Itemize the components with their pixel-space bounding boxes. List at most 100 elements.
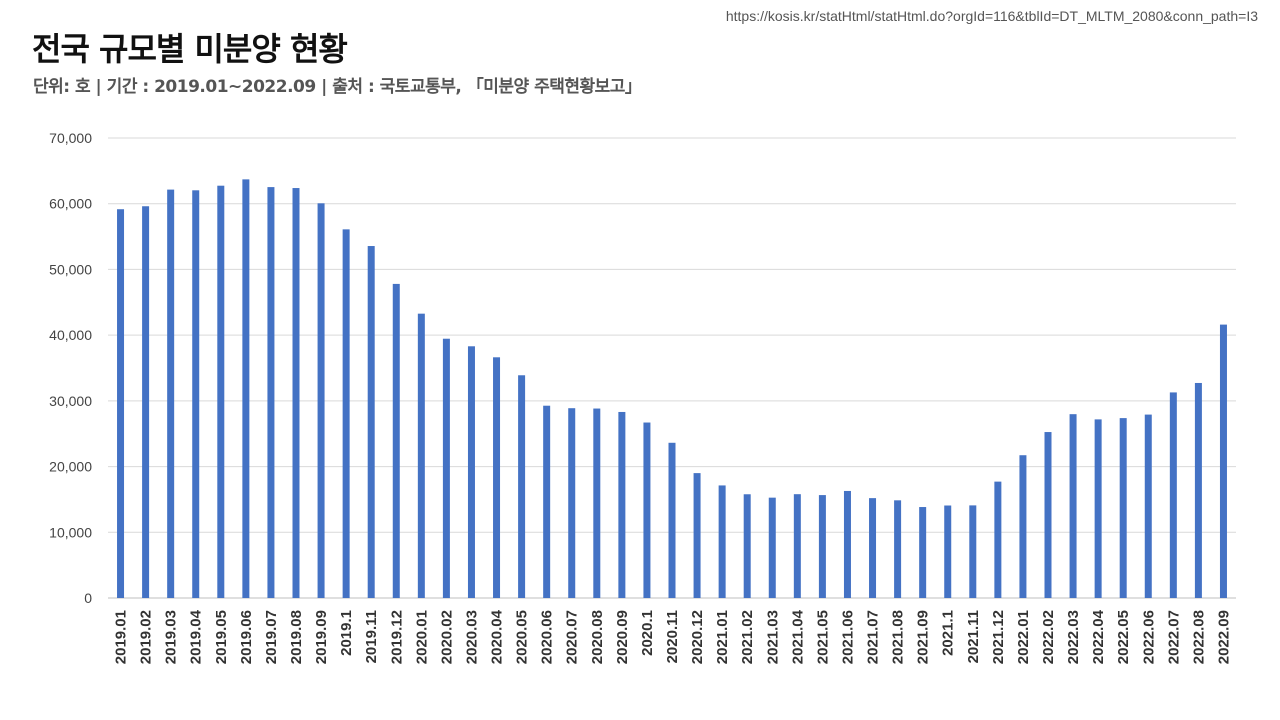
x-tick-label: 2022.05	[1115, 610, 1132, 664]
x-tick-label: 2019.09	[313, 610, 330, 664]
bar-2021.02	[743, 494, 751, 598]
bar-2021.05	[818, 495, 826, 598]
bar-2022.05	[1119, 418, 1127, 598]
x-tick-label: 2020.12	[689, 610, 706, 664]
bar-2019.08	[292, 188, 300, 598]
bar-2020.03	[467, 346, 475, 598]
x-tick-label: 2021.03	[764, 610, 781, 664]
x-tick-label: 2019.08	[288, 610, 305, 664]
bar-2021.11	[969, 505, 977, 598]
x-tick-label: 2020.1	[639, 610, 656, 656]
y-tick-label: 20,000	[49, 459, 92, 475]
x-tick-label: 2019.11	[363, 610, 380, 663]
bar-2019.03	[167, 189, 175, 599]
bar-2020.01	[417, 313, 425, 598]
bar-2019.11	[367, 246, 375, 598]
bar-2021.03	[768, 497, 776, 598]
bar-2020.08	[593, 408, 601, 598]
bar-2021.01	[718, 485, 726, 598]
bar-2022.03	[1069, 414, 1077, 598]
x-tick-label: 2019.06	[238, 610, 255, 664]
x-tick-label: 2021.01	[714, 610, 731, 664]
bar-2021.08	[894, 500, 902, 598]
y-axis-ticks: 0 10,000 20,000 30,000 40,000 50,000 60,000 70,…	[49, 130, 92, 606]
x-tick-label: 2021.04	[789, 609, 806, 664]
x-tick-label: 2019.02	[138, 610, 155, 664]
x-tick-label: 2020.11	[664, 610, 681, 663]
bar-2020.02	[442, 338, 450, 598]
x-tick-label: 2021.07	[865, 610, 882, 664]
bar-2020.06	[543, 405, 551, 598]
bar-2022.06	[1144, 414, 1152, 598]
bar-2021.04	[793, 494, 801, 598]
x-tick-label: 2021.1	[940, 610, 957, 656]
bar-2022.07	[1169, 392, 1177, 598]
y-tick-label: 10,000	[49, 524, 92, 540]
x-tick-label: 2021.02	[739, 610, 756, 664]
x-tick-label: 2022.09	[1215, 610, 1232, 664]
x-tick-label: 2019.01	[113, 610, 130, 664]
x-tick-label: 2019.04	[188, 609, 205, 664]
bar-2019.12	[392, 283, 400, 598]
y-tick-label: 0	[84, 590, 92, 606]
x-tick-label: 2021.12	[990, 610, 1007, 664]
x-tick-label: 2022.02	[1040, 610, 1057, 664]
bar-2022.02	[1044, 432, 1052, 598]
bar-2019.06	[242, 179, 250, 599]
bar-2020.12	[693, 473, 701, 598]
bar-2019.1	[342, 229, 350, 598]
y-tick-label: 70,000	[49, 130, 92, 146]
bar-2020.05	[518, 375, 526, 598]
x-tick-label: 2019.07	[263, 610, 280, 664]
bar-2022.04	[1094, 419, 1102, 598]
bar-2019.04	[192, 190, 200, 598]
x-tick-label: 2021.06	[839, 610, 856, 664]
x-tick-label: 2019.03	[163, 610, 180, 664]
x-tick-label: 2020.04	[489, 609, 506, 664]
bar-2021.1	[944, 505, 952, 598]
bar-2022.08	[1194, 382, 1202, 598]
x-tick-label: 2021.11	[965, 610, 982, 663]
x-tick-label: 2020.01	[413, 610, 430, 664]
x-tick-label: 2021.05	[814, 610, 831, 664]
x-axis-ticks: 2019.01 2019.02 2019.03 2019.04 2019.05 2019.…	[113, 609, 1233, 664]
bar-2020.09	[618, 411, 626, 598]
bar-2020.11	[668, 442, 676, 598]
bar-2019.07	[267, 187, 275, 598]
x-tick-label: 2019.1	[338, 610, 355, 656]
x-tick-label: 2022.04	[1090, 609, 1107, 664]
source-url: https://kosis.kr/statHtml/statHtml.do?or…	[725, 8, 1258, 24]
x-tick-label: 2020.05	[514, 610, 531, 664]
bar-2020.04	[493, 357, 501, 598]
page-subtitle: 단위: 호 | 기간 : 2019.01~2022.09 | 출처 : 국토교통…	[33, 77, 642, 97]
bar-2021.12	[994, 481, 1002, 598]
x-tick-label: 2022.01	[1015, 610, 1032, 664]
bar-2021.09	[919, 507, 927, 598]
y-tick-label: 40,000	[49, 327, 92, 343]
y-tick-label: 60,000	[49, 196, 92, 212]
y-tick-label: 50,000	[49, 261, 92, 277]
x-tick-label: 2020.03	[463, 610, 480, 664]
bar-2020.07	[568, 408, 576, 598]
x-tick-label: 2019.05	[213, 610, 230, 664]
x-tick-label: 2019.12	[388, 610, 405, 664]
bar-2019.01	[117, 209, 125, 599]
x-tick-label: 2020.06	[539, 610, 556, 664]
bar-2022.09	[1219, 324, 1227, 598]
x-tick-label: 2022.03	[1065, 610, 1082, 664]
bar-2019.05	[217, 185, 225, 598]
bar-2022.01	[1019, 455, 1027, 598]
x-tick-label: 2021.08	[890, 610, 907, 664]
bar-2021.07	[869, 498, 877, 598]
bar-2019.09	[317, 203, 325, 598]
x-tick-label: 2021.09	[915, 610, 932, 664]
x-tick-label: 2020.07	[564, 610, 581, 664]
bar-2020.1	[643, 422, 651, 598]
bar-2021.06	[843, 490, 851, 598]
x-tick-label: 2020.09	[614, 610, 631, 664]
x-tick-label: 2022.07	[1165, 610, 1182, 664]
bars	[117, 179, 1227, 599]
y-tick-label: 30,000	[49, 393, 92, 409]
x-tick-label: 2020.02	[438, 610, 455, 664]
